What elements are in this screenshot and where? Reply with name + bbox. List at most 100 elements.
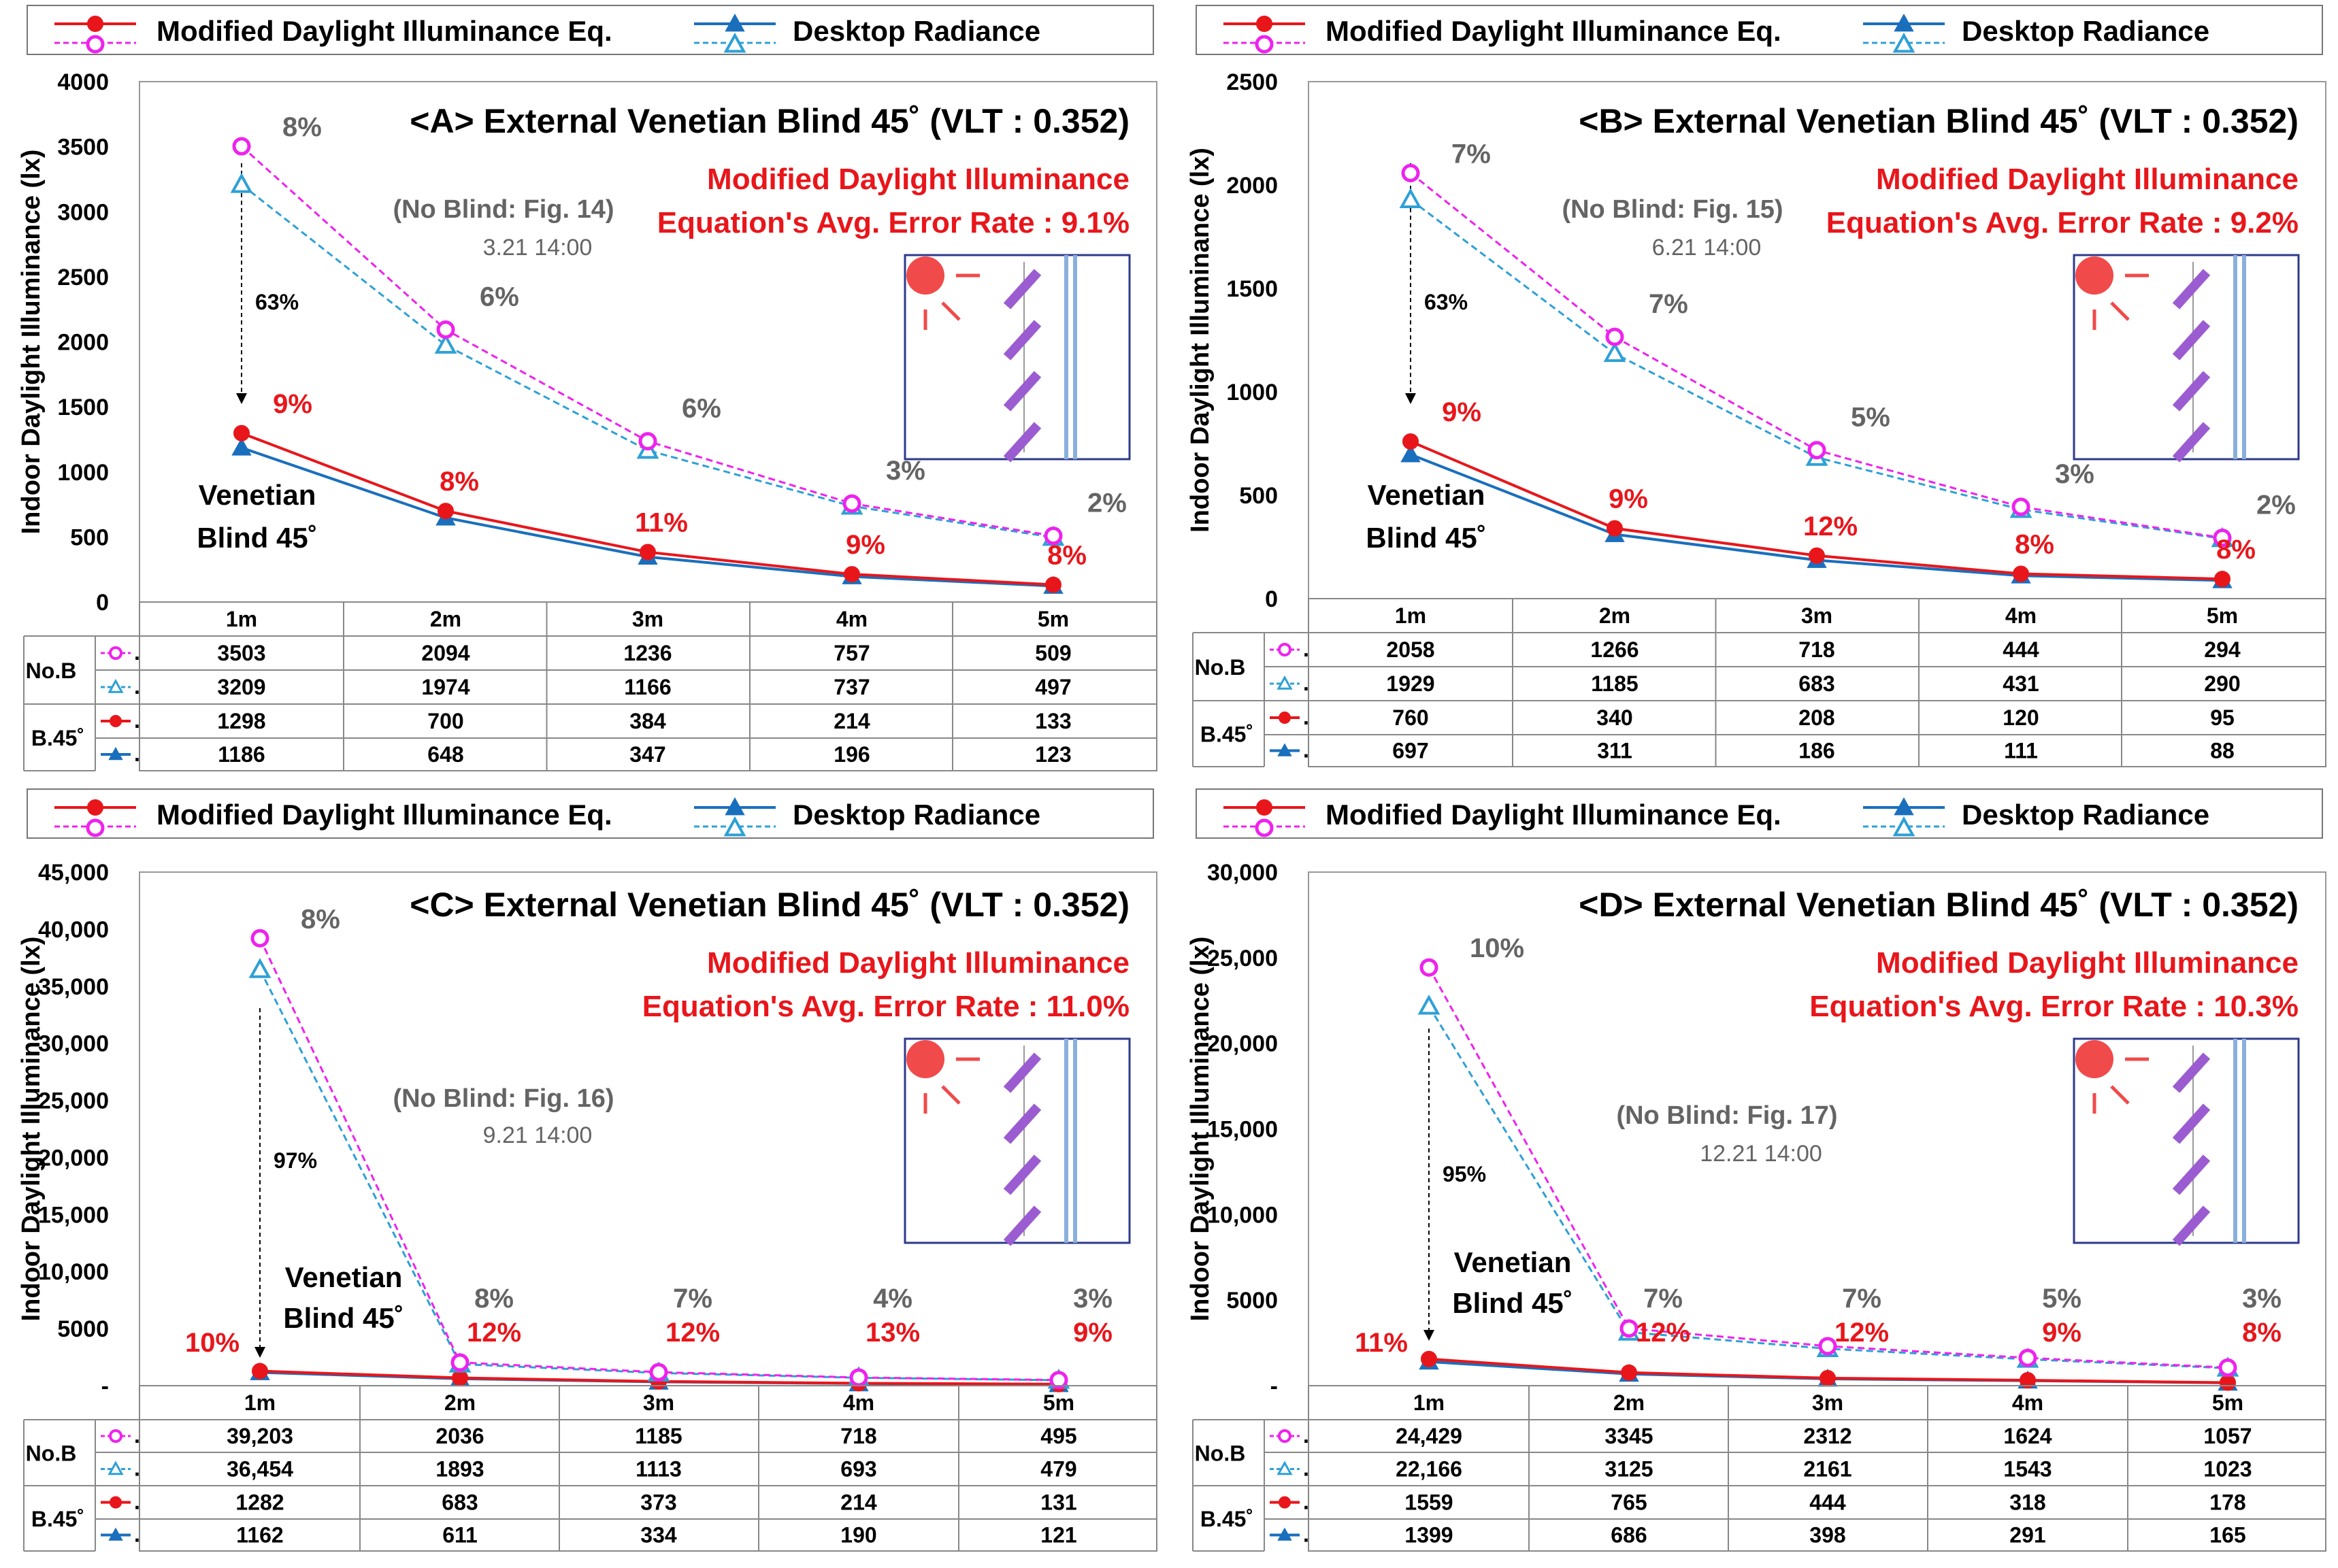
- series-0: [232, 137, 1063, 546]
- y-tick-label: 25,000: [1207, 946, 1278, 971]
- y-tick-label: 5000: [57, 1316, 109, 1342]
- table-row-suffix: .: [134, 674, 140, 699]
- table-cell: 431: [2003, 671, 2039, 696]
- table-cell: 2312: [1803, 1424, 1851, 1448]
- x-category-label: 1m: [1413, 1390, 1445, 1415]
- blind-slat: [2172, 320, 2211, 361]
- venetian-label: Venetian: [199, 479, 316, 511]
- chart-panel-c: Modified Daylight Illuminance Eq. Desktop…: [0, 784, 1169, 1567]
- table-row-suffix: .: [134, 1490, 140, 1514]
- data-point: [436, 320, 455, 339]
- x-category-label: 4m: [2005, 603, 2037, 628]
- legend-label-desktop: Desktop Radiance: [1962, 15, 2209, 47]
- table-cell: 509: [1035, 641, 1071, 665]
- error-noblind-label: 7%: [1643, 1284, 1683, 1314]
- table-cell: 1559: [1404, 1490, 1453, 1515]
- table-row-suffix: .: [1303, 1423, 1309, 1448]
- blind-slat: [1003, 1103, 1042, 1144]
- venetian-label: Blind 45˚: [197, 522, 317, 554]
- table-cell: 208: [1798, 705, 1834, 730]
- table-row-marker: [1279, 712, 1291, 724]
- blind-slat: [2172, 422, 2211, 463]
- table-row-marker: [1279, 1496, 1291, 1509]
- table-cell: 683: [1798, 671, 1834, 696]
- y-tick-label: 30,000: [38, 1031, 109, 1057]
- venetian-label: Venetian: [285, 1261, 403, 1293]
- table-cell: 686: [1611, 1523, 1647, 1548]
- table-cell: 757: [834, 641, 870, 665]
- error-blind-label: 9%: [1442, 397, 1481, 427]
- y-axis-label: Indoor Daylight Illuminance (lx): [1186, 148, 1215, 533]
- error-blind-label: 13%: [866, 1318, 920, 1348]
- sun-ray: [2110, 301, 2130, 321]
- data-point: [1820, 1369, 1836, 1386]
- sun-ray: [941, 301, 961, 321]
- data-point: [1399, 188, 1422, 208]
- date-label: 12.21 14:00: [1700, 1141, 1822, 1167]
- data-point: [2220, 1374, 2236, 1391]
- data-point: [434, 333, 457, 354]
- legend-label-modified: Modified Daylight Illuminance Eq.: [1326, 799, 1781, 831]
- chart-svg: Modified Daylight Illuminance Eq. Desktop…: [1186, 788, 2326, 1552]
- data-point: [1045, 576, 1061, 593]
- data-point: [2218, 1358, 2237, 1377]
- y-axis-label: Indoor Daylight Illuminance (lx): [17, 150, 46, 535]
- table-row-suffix: .: [134, 1456, 140, 1481]
- legend-marker: [1894, 13, 1914, 32]
- table-cell: 683: [442, 1490, 478, 1515]
- venetian-label: Venetian: [1368, 479, 1485, 511]
- table-cell: 718: [840, 1424, 876, 1448]
- legend-label-modified: Modified Daylight Illuminance Eq.: [157, 15, 612, 47]
- error-noblind-label: 8%: [474, 1284, 514, 1314]
- y-tick-label: 1500: [57, 395, 109, 420]
- legend-box: [1196, 5, 2323, 55]
- y-axis-label: Indoor Daylight Illuminance (lx): [17, 937, 46, 1322]
- series-0: [1401, 163, 2232, 548]
- series-2: [1402, 433, 2230, 588]
- data-point: [649, 1363, 668, 1382]
- table-cell: 120: [2003, 705, 2039, 730]
- y-tick-label: 35,000: [38, 974, 109, 1000]
- blind-slat: [1003, 1154, 1042, 1195]
- sun-icon: [2075, 1040, 2113, 1078]
- table-cell: 2036: [435, 1424, 484, 1448]
- table-cell: 334: [640, 1523, 677, 1548]
- error-noblind-label: 2%: [1087, 488, 1127, 518]
- error-noblind-label: 5%: [1851, 403, 1890, 433]
- table-row-suffix: .: [1303, 1456, 1309, 1481]
- sun-icon: [906, 1040, 944, 1078]
- table-row-suffix: .: [1303, 671, 1309, 695]
- table-cell: 697: [1392, 739, 1428, 763]
- table-cell: 39,203: [227, 1424, 293, 1448]
- error-noblind-label: 7%: [1649, 289, 1688, 319]
- error-noblind-label: 10%: [1470, 933, 1524, 963]
- table-group-label: No.B: [1195, 655, 1246, 680]
- legend-marker: [725, 797, 745, 816]
- table-group-label: No.B: [26, 658, 77, 683]
- data-point: [2013, 565, 2029, 582]
- data-point: [438, 503, 454, 520]
- error-rate-label: Modified Daylight Illuminance: [707, 946, 1130, 980]
- table-cell: 1166: [624, 675, 671, 699]
- x-category-label: 4m: [836, 607, 868, 631]
- table-cell: 214: [834, 709, 870, 733]
- sun-icon: [2075, 256, 2113, 295]
- blind-slat: [1003, 1205, 1042, 1246]
- data-point: [1401, 163, 1420, 182]
- table-cell: 611: [442, 1523, 478, 1548]
- table-row-marker: [1277, 743, 1292, 756]
- venetian-label: Blind 45˚: [1452, 1287, 1573, 1319]
- error-noblind-label: 2%: [2256, 490, 2296, 520]
- error-rate-value: Equation's Avg. Error Rate : 9.2%: [1826, 206, 2299, 239]
- y-tick-label: 5000: [1226, 1288, 1278, 1314]
- legend-marker: [1894, 797, 1914, 816]
- blind-slat: [1003, 422, 1042, 463]
- data-point: [1619, 1319, 1639, 1338]
- table-cell: 88: [2210, 739, 2235, 763]
- blind-slat: [1003, 320, 1042, 361]
- error-blind-label: 9%: [846, 530, 885, 560]
- table-cell: 196: [834, 742, 870, 767]
- table-row-suffix: .: [134, 741, 140, 766]
- y-axis-label: Indoor Daylight Illuminance (lx): [1186, 937, 1215, 1322]
- y-tick-label: 15,000: [38, 1202, 109, 1228]
